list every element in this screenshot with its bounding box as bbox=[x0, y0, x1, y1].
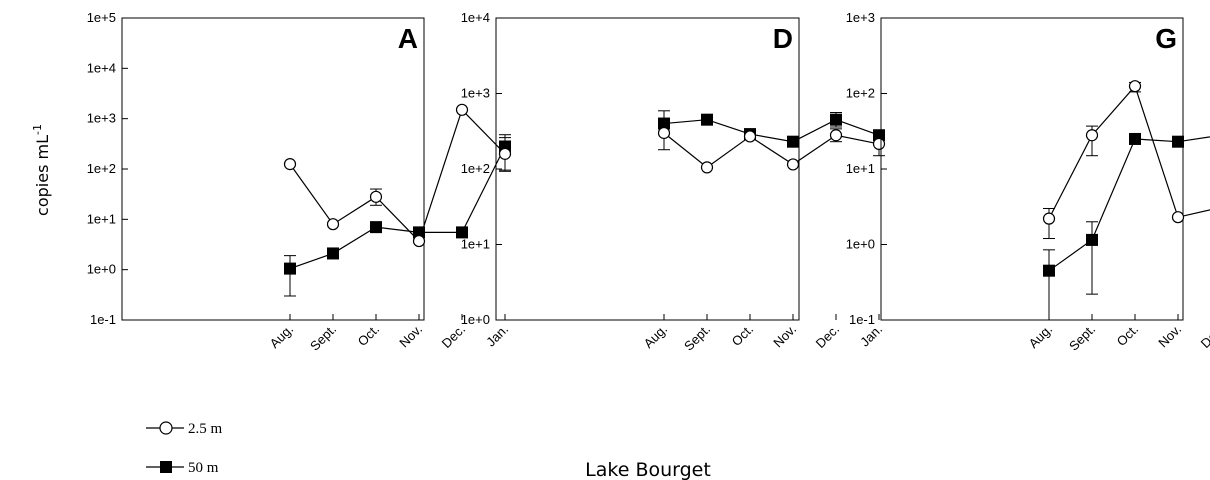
panel-a-ytick-label: 1e-1 bbox=[90, 312, 116, 327]
data-point bbox=[456, 226, 468, 239]
panel-d-letter: D bbox=[773, 23, 793, 54]
panel-a-frame bbox=[121, 17, 425, 321]
panel-d-series-2-5-m bbox=[657, 126, 886, 174]
data-point bbox=[1128, 80, 1142, 93]
data-point bbox=[658, 117, 670, 130]
data-point bbox=[1086, 233, 1098, 246]
panel-a-letter: A bbox=[398, 23, 418, 54]
panel-g-ytick-label: 1e+1 bbox=[846, 161, 875, 176]
panel-a-ytick-label: 1e+1 bbox=[87, 211, 116, 226]
panel-d-ytick-label: 1e+1 bbox=[461, 237, 490, 252]
data-point bbox=[413, 226, 425, 239]
data-point bbox=[1043, 264, 1055, 277]
data-point bbox=[701, 113, 713, 126]
panel-d-ytick-label: 1e+4 bbox=[461, 10, 490, 25]
footer-label: Lake Bourget bbox=[585, 459, 711, 480]
panel-a: 1e-1 1e+0 1e+1 1e+2 1e+3 1e+4 1e+5 Aug. Sept. Oct… bbox=[87, 10, 511, 354]
series-line bbox=[289, 108, 506, 243]
panel-a-ytick-label: 1e+3 bbox=[87, 111, 116, 126]
legend: 2.5 m 50 m bbox=[146, 421, 223, 476]
data-point bbox=[829, 129, 843, 142]
data-point bbox=[326, 218, 340, 231]
panel-g-ytick-label: 1e+2 bbox=[846, 86, 875, 101]
data-point bbox=[1172, 135, 1184, 148]
panel-a-series-2-5-m bbox=[283, 103, 512, 248]
data-point bbox=[1171, 211, 1185, 224]
data-point bbox=[327, 247, 339, 260]
panel-a-ytick-label: 1e+0 bbox=[87, 262, 116, 277]
panel-a-xtick-label: Nov. bbox=[396, 322, 425, 351]
panels: 1e-1 1e+0 1e+1 1e+2 1e+3 1e+4 1e+5 Aug. Sept. Oct… bbox=[87, 10, 1210, 354]
data-point bbox=[498, 147, 512, 160]
panel-a-xtick-label: Oct. bbox=[355, 322, 382, 349]
panel-g-xtick-label: Sept. bbox=[1066, 322, 1098, 354]
legend-marker-50m bbox=[160, 461, 172, 473]
data-point bbox=[370, 221, 382, 234]
legend-item-50m: 50 m bbox=[146, 460, 219, 476]
data-point bbox=[455, 103, 469, 116]
panel-d-xtick-label: Oct. bbox=[729, 322, 756, 349]
data-point bbox=[787, 135, 799, 148]
panel-d-xtick-label: Aug. bbox=[641, 322, 671, 352]
legend-item-2-5m: 2.5 m bbox=[146, 421, 223, 437]
data-point bbox=[369, 190, 383, 203]
series-line bbox=[663, 119, 880, 143]
panel-g-ytick-label: 1e+3 bbox=[846, 10, 875, 25]
panel-d-ytick-label: 1e+2 bbox=[461, 161, 490, 176]
panel-g-frame bbox=[880, 17, 1184, 321]
data-point bbox=[700, 161, 714, 174]
data-point bbox=[412, 234, 426, 248]
panel-a-xtick-label: Sept. bbox=[307, 322, 339, 354]
panel-a-xtick-label: Aug. bbox=[267, 322, 297, 352]
panel-d-ytick-label: 1e+0 bbox=[461, 312, 490, 327]
panel-a-ytick-label: 1e+5 bbox=[87, 10, 116, 25]
panel-g-series-2-5-m bbox=[1042, 80, 1210, 240]
panel-g-letter: G bbox=[1155, 23, 1177, 54]
panel-g-xtick-label: Oct. bbox=[1114, 322, 1141, 349]
panel-d: 1e+0 1e+1 1e+2 1e+3 1e+4 Aug. Sept. Oct. Nov. Dec… bbox=[461, 10, 885, 354]
panel-a-ytick-label: 1e+2 bbox=[87, 161, 116, 176]
panel-d-frame bbox=[495, 17, 800, 321]
data-point bbox=[284, 262, 296, 275]
data-point bbox=[786, 158, 800, 171]
panel-d-xtick-label: Nov. bbox=[770, 322, 799, 351]
panel-g-xtick-label: Dec. bbox=[1198, 322, 1210, 352]
data-point bbox=[743, 130, 757, 143]
data-point bbox=[830, 113, 842, 126]
data-point bbox=[872, 137, 886, 151]
panel-g-xtick-label: Nov. bbox=[1155, 322, 1184, 351]
panel-g-ytick-label: 1e+0 bbox=[846, 237, 875, 252]
panel-g-series-50-m bbox=[1043, 132, 1210, 321]
y-axis-title-superscript: -1 bbox=[31, 124, 44, 135]
panel-d-series-50-m bbox=[658, 110, 885, 148]
panel-d-xtick-label: Sept. bbox=[681, 322, 713, 354]
y-axis-title: copies mL-1 bbox=[31, 124, 52, 216]
panel-g: 1e-1 1e+0 1e+1 1e+2 1e+3 Aug. Sept. Oct. Nov. Dec… bbox=[846, 10, 1210, 354]
panel-d-xtick-label: Dec. bbox=[813, 322, 843, 352]
legend-marker-2-5m bbox=[159, 421, 173, 435]
series-line bbox=[289, 146, 506, 270]
panel-g-ytick-label: 1e-1 bbox=[849, 312, 875, 327]
data-point bbox=[1129, 132, 1141, 145]
panel-g-xtick-label: Aug. bbox=[1026, 322, 1056, 352]
legend-label-2-5m: 2.5 m bbox=[188, 421, 223, 437]
panel-d-ytick-label: 1e+3 bbox=[461, 86, 490, 101]
y-axis-title-text: copies mL bbox=[33, 135, 52, 216]
data-point bbox=[283, 158, 297, 171]
panel-a-ytick-label: 1e+4 bbox=[87, 60, 116, 75]
series-line bbox=[663, 132, 880, 169]
data-point bbox=[1085, 129, 1099, 142]
panel-a-series-50-m bbox=[284, 134, 511, 297]
series-line bbox=[1048, 136, 1210, 272]
legend-label-50m: 50 m bbox=[188, 460, 219, 476]
data-point bbox=[1042, 212, 1056, 225]
series-line bbox=[1048, 84, 1210, 219]
data-point bbox=[657, 126, 671, 140]
